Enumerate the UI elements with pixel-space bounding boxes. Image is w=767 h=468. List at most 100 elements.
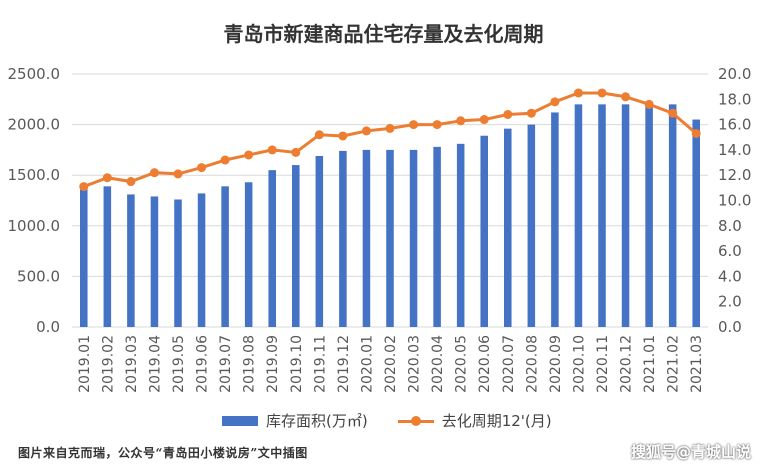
- legend: 库存面积(万㎡) 去化周期12'(月): [222, 410, 552, 431]
- line-point: [621, 92, 631, 102]
- bar: [645, 106, 653, 327]
- y-right-tick-label: 6.0: [718, 242, 742, 260]
- bar: [80, 189, 88, 327]
- x-tick-label: 2019.06: [195, 335, 211, 393]
- line-point: [102, 173, 112, 183]
- x-tick-label: 2019.07: [218, 335, 234, 393]
- y-right-tick-label: 20.0: [718, 65, 751, 83]
- x-tick-label: 2020.05: [454, 335, 470, 393]
- line-point: [409, 120, 419, 130]
- x-tick-label: 2019.05: [171, 335, 187, 393]
- x-tick-label: 2020.12: [619, 335, 635, 393]
- line-point: [338, 131, 348, 141]
- x-tick-label: 2019.10: [289, 335, 305, 393]
- line-point: [644, 99, 654, 109]
- watermark: 搜狐号@青城山说: [630, 443, 751, 461]
- y-left-tick-label: 500.0: [17, 267, 60, 285]
- source-note: 图片来自克而瑞，公众号“青岛田小楼说房”文中插图: [18, 446, 308, 460]
- y-right-tick-label: 4.0: [718, 267, 742, 285]
- legend-label-inventory: 库存面积(万㎡): [266, 412, 368, 430]
- bar: [362, 149, 371, 327]
- line-point: [503, 109, 513, 119]
- bar: [433, 146, 441, 327]
- bar: [339, 150, 347, 327]
- line-point: [691, 128, 701, 138]
- y-right-tick-label: 18.0: [718, 90, 751, 108]
- bar: [221, 186, 229, 327]
- y-right-tick-label: 12.0: [718, 166, 751, 184]
- y-left-tick-label: 2500.0: [8, 65, 61, 83]
- line-point: [456, 116, 466, 126]
- line-point: [573, 88, 583, 98]
- y-right-tick-label: 16.0: [718, 116, 751, 134]
- line-point: [385, 123, 395, 133]
- x-tick-label: 2020.01: [359, 335, 375, 393]
- legend-swatch-bar: [222, 415, 258, 426]
- x-tick-label: 2021.01: [642, 335, 658, 393]
- x-tick-label: 2020.02: [383, 335, 399, 393]
- line-point: [126, 177, 136, 187]
- line-point: [267, 145, 277, 155]
- bar: [386, 149, 394, 327]
- bar: [456, 143, 465, 327]
- y-left-tick-label: 1000.0: [8, 217, 61, 235]
- line-point: [432, 120, 442, 130]
- bar: [527, 124, 536, 327]
- bar: [268, 170, 276, 327]
- line-point: [79, 182, 89, 192]
- bar: [315, 155, 324, 327]
- y-right-tick-label: 10.0: [718, 192, 751, 210]
- line-point: [668, 108, 678, 118]
- y-right-tick-label: 14.0: [718, 141, 751, 159]
- line-point: [220, 155, 230, 165]
- bar: [480, 135, 488, 327]
- y-left-tick-label: 0.0: [36, 318, 60, 336]
- line-point: [291, 147, 301, 157]
- x-tick-label: 2020.11: [595, 335, 611, 393]
- y-right-tick-label: 8.0: [718, 217, 742, 235]
- legend-item-inventory: 库存面积(万㎡): [222, 410, 368, 431]
- x-tick-label: 2019.04: [147, 335, 163, 393]
- bar: [551, 112, 559, 328]
- line-point: [197, 163, 207, 173]
- legend-item-cycle: 去化周期12'(月): [397, 410, 552, 431]
- y-left-tick-label: 1500.0: [8, 166, 61, 184]
- x-tick-label: 2021.02: [666, 335, 682, 393]
- x-tick-label: 2019.12: [336, 335, 352, 393]
- x-tick-label: 2020.04: [430, 335, 446, 393]
- legend-label-cycle: 去化周期12'(月): [441, 412, 552, 430]
- bar: [197, 193, 206, 327]
- line-point: [149, 168, 159, 178]
- line-point: [479, 115, 489, 125]
- bar: [244, 182, 253, 327]
- x-tick-label: 2019.03: [124, 335, 140, 393]
- y-left-tick-label: 2000.0: [8, 116, 61, 134]
- bar: [409, 149, 418, 327]
- bar: [174, 199, 182, 327]
- y-right-tick-label: 0.0: [718, 318, 742, 336]
- bar: [668, 104, 677, 327]
- x-tick-label: 2020.03: [407, 335, 423, 393]
- line-point: [550, 97, 560, 107]
- bar: [504, 128, 512, 327]
- bar: [292, 165, 300, 327]
- x-tick-label: 2020.10: [571, 335, 587, 393]
- x-tick-label: 2019.08: [242, 335, 258, 393]
- line-point: [597, 88, 607, 98]
- bar: [574, 104, 583, 327]
- line-point: [361, 126, 371, 136]
- x-tick-label: 2020.09: [548, 335, 564, 393]
- x-tick-label: 2021.03: [689, 335, 705, 393]
- chart-title: 青岛市新建商品住宅存量及去化周期: [223, 22, 544, 46]
- x-tick-label: 2019.02: [100, 335, 116, 393]
- y-right-tick-label: 2.0: [718, 293, 742, 311]
- x-tick-label: 2019.09: [265, 335, 281, 393]
- line-point: [244, 150, 254, 160]
- x-tick-label: 2020.06: [477, 335, 493, 393]
- x-tick-label: 2019.01: [77, 335, 93, 393]
- x-tick-label: 2020.08: [524, 335, 540, 393]
- bar: [150, 196, 159, 327]
- bar: [621, 104, 630, 327]
